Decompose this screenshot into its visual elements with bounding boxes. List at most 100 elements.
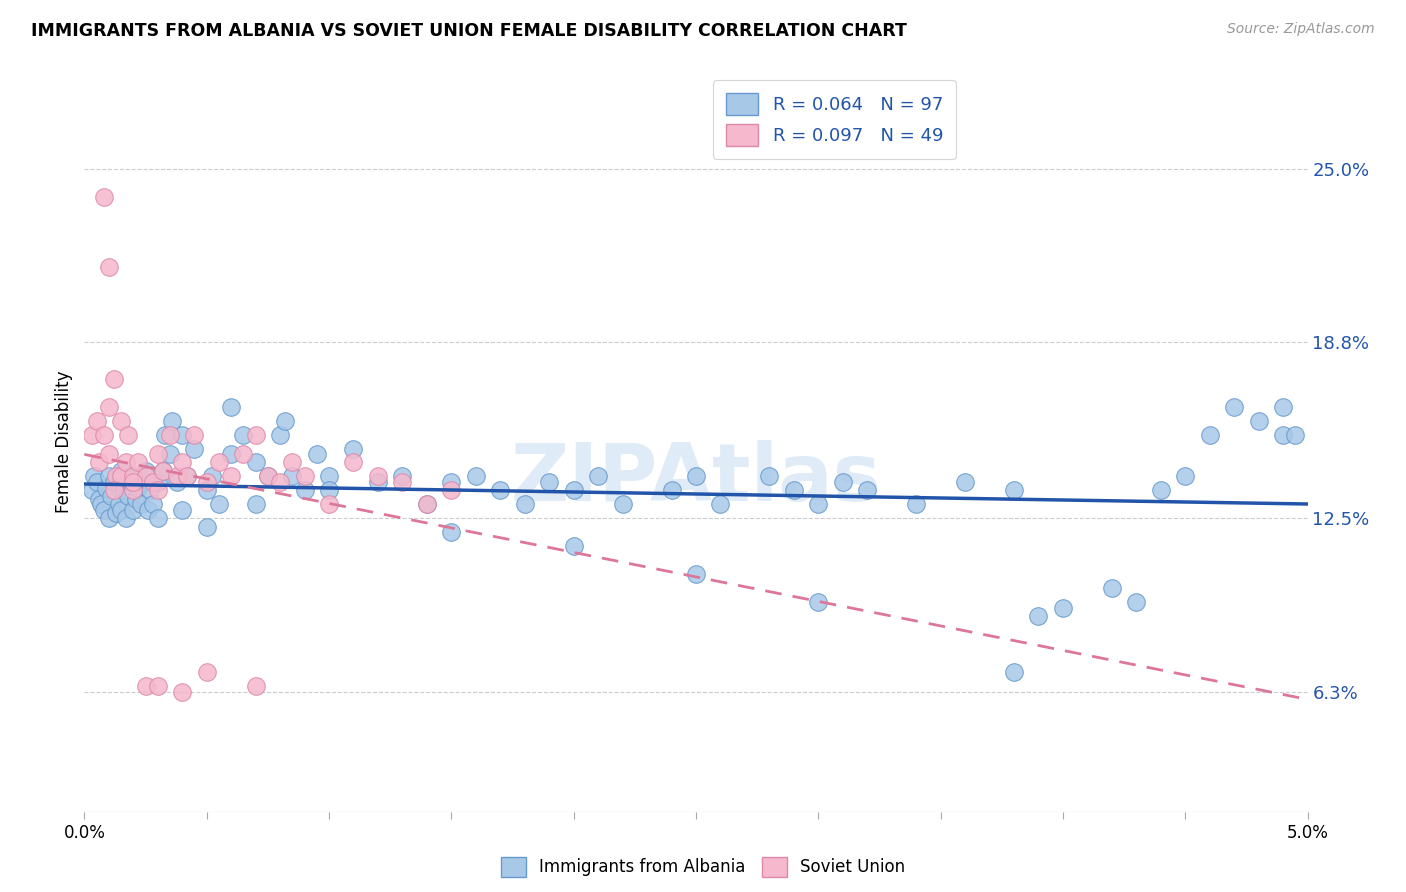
- Point: [100, 489, 122, 503]
- Point: [146, 483, 169, 498]
- Point: [135, 469, 157, 483]
- Point: [269, 475, 291, 489]
- Y-axis label: Female Disability: Female Disability: [55, 370, 73, 513]
- Point: [257, 469, 280, 483]
- Point: [538, 475, 561, 489]
- Point: [586, 469, 609, 483]
- Point: [281, 455, 304, 469]
- Point: [1174, 469, 1197, 483]
- Point: [318, 469, 340, 483]
- Point: [367, 469, 389, 483]
- Point: [103, 483, 125, 498]
- Point: [416, 497, 439, 511]
- Point: [129, 497, 152, 511]
- Point: [612, 497, 634, 511]
- Point: [195, 475, 218, 489]
- Point: [135, 464, 157, 478]
- Point: [122, 469, 145, 483]
- Point: [391, 475, 413, 489]
- Point: [245, 679, 267, 693]
- Point: [97, 400, 120, 414]
- Point: [127, 481, 149, 495]
- Point: [1150, 483, 1173, 498]
- Point: [685, 469, 707, 483]
- Point: [80, 427, 103, 442]
- Point: [125, 491, 148, 506]
- Point: [269, 427, 291, 442]
- Point: [122, 475, 145, 489]
- Point: [183, 427, 205, 442]
- Point: [318, 497, 340, 511]
- Point: [1272, 400, 1295, 414]
- Point: [122, 469, 145, 483]
- Point: [1125, 595, 1147, 609]
- Point: [1247, 414, 1270, 428]
- Legend: Immigrants from Albania, Soviet Union: Immigrants from Albania, Soviet Union: [494, 850, 912, 884]
- Point: [97, 447, 120, 461]
- Point: [183, 442, 205, 456]
- Point: [153, 427, 176, 442]
- Point: [166, 475, 188, 489]
- Point: [709, 497, 731, 511]
- Point: [232, 427, 254, 442]
- Point: [1028, 609, 1050, 624]
- Point: [856, 483, 879, 498]
- Point: [103, 372, 125, 386]
- Point: [281, 469, 304, 483]
- Point: [232, 447, 254, 461]
- Point: [166, 469, 188, 483]
- Point: [142, 475, 165, 489]
- Point: [440, 483, 463, 498]
- Text: IMMIGRANTS FROM ALBANIA VS SOVIET UNION FEMALE DISABILITY CORRELATION CHART: IMMIGRANTS FROM ALBANIA VS SOVIET UNION …: [31, 22, 907, 40]
- Point: [195, 520, 218, 534]
- Point: [127, 455, 149, 469]
- Point: [245, 497, 267, 511]
- Point: [294, 483, 316, 498]
- Point: [391, 469, 413, 483]
- Point: [208, 497, 231, 511]
- Point: [685, 567, 707, 582]
- Point: [172, 427, 194, 442]
- Point: [807, 497, 830, 511]
- Point: [208, 455, 231, 469]
- Point: [783, 483, 806, 498]
- Point: [562, 539, 585, 553]
- Point: [905, 497, 928, 511]
- Point: [513, 497, 536, 511]
- Point: [367, 475, 389, 489]
- Point: [562, 483, 585, 498]
- Point: [80, 483, 103, 498]
- Point: [1052, 600, 1074, 615]
- Point: [87, 455, 110, 469]
- Point: [1101, 581, 1123, 595]
- Point: [146, 447, 169, 461]
- Point: [115, 511, 138, 525]
- Point: [115, 455, 138, 469]
- Point: [257, 469, 280, 483]
- Point: [172, 455, 194, 469]
- Point: [195, 483, 218, 498]
- Text: Source: ZipAtlas.com: Source: ZipAtlas.com: [1227, 22, 1375, 37]
- Point: [661, 483, 683, 498]
- Point: [110, 503, 132, 517]
- Point: [122, 503, 145, 517]
- Point: [162, 414, 184, 428]
- Point: [831, 475, 853, 489]
- Point: [1002, 665, 1025, 679]
- Point: [90, 497, 112, 511]
- Text: ZIPAtlas: ZIPAtlas: [510, 440, 882, 517]
- Point: [274, 414, 297, 428]
- Point: [172, 503, 194, 517]
- Point: [86, 475, 108, 489]
- Point: [1198, 427, 1220, 442]
- Point: [146, 679, 169, 693]
- Point: [245, 455, 267, 469]
- Point: [159, 447, 181, 461]
- Point: [139, 483, 162, 498]
- Point: [105, 506, 128, 520]
- Point: [146, 511, 169, 525]
- Point: [97, 260, 120, 274]
- Point: [93, 427, 115, 442]
- Point: [152, 464, 174, 478]
- Point: [107, 497, 129, 511]
